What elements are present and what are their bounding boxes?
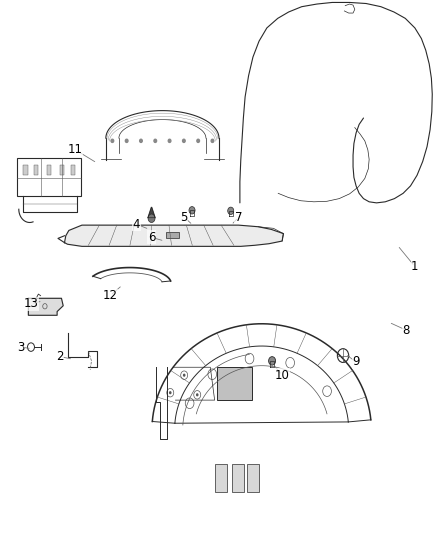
Bar (166, 231, 179, 238)
Text: 2: 2 (57, 350, 64, 363)
Bar (60, 165, 64, 175)
Circle shape (183, 139, 185, 142)
Text: 8: 8 (403, 324, 410, 337)
Text: 9: 9 (352, 356, 360, 368)
Circle shape (228, 207, 234, 215)
Circle shape (196, 393, 198, 397)
Circle shape (197, 139, 199, 142)
Circle shape (268, 357, 276, 365)
Text: 5: 5 (180, 211, 188, 224)
Text: 1: 1 (411, 260, 419, 273)
Circle shape (125, 139, 128, 142)
FancyBboxPatch shape (217, 367, 252, 400)
Text: 7: 7 (235, 211, 242, 224)
Circle shape (169, 391, 172, 394)
Circle shape (211, 139, 214, 142)
Circle shape (111, 139, 114, 142)
Circle shape (148, 214, 155, 222)
Bar (247, 464, 259, 492)
Text: 11: 11 (68, 143, 83, 156)
Text: 12: 12 (102, 289, 118, 302)
Bar (23, 165, 28, 175)
Circle shape (154, 139, 156, 142)
Text: 10: 10 (275, 369, 290, 382)
Polygon shape (148, 207, 155, 217)
Bar (215, 464, 227, 492)
Bar (47, 165, 51, 175)
Text: 4: 4 (133, 217, 140, 231)
Text: 3: 3 (17, 341, 25, 353)
Bar (232, 464, 244, 492)
Text: 6: 6 (148, 231, 155, 244)
Polygon shape (64, 225, 283, 246)
Circle shape (168, 139, 171, 142)
Circle shape (189, 207, 195, 214)
Bar (17, 158, 81, 196)
Circle shape (183, 374, 185, 377)
Polygon shape (28, 298, 63, 316)
Bar (34, 165, 39, 175)
Text: 13: 13 (24, 297, 39, 310)
Circle shape (140, 139, 142, 142)
Bar (71, 165, 75, 175)
